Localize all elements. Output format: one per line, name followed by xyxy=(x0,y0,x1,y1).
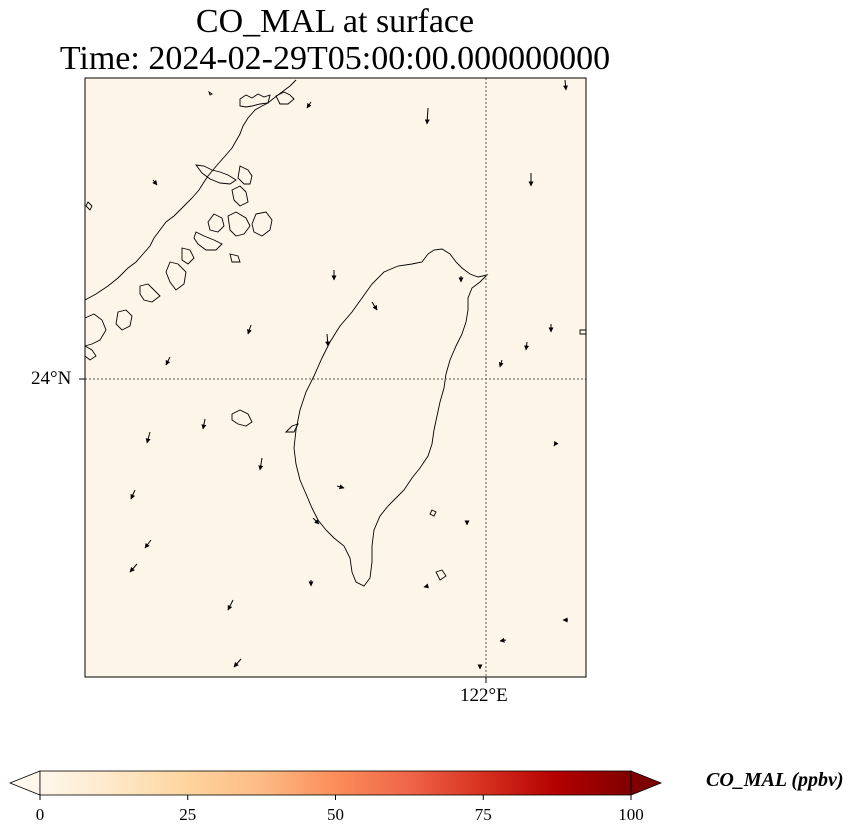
map-frame xyxy=(84,77,587,678)
colorbar-tick-label: 100 xyxy=(618,805,644,824)
wind-arrow xyxy=(247,324,252,335)
wind-arrow xyxy=(152,179,158,186)
wind-vectors xyxy=(129,79,569,670)
gridlines xyxy=(85,78,586,677)
colorbar-tick-label: 50 xyxy=(327,805,344,824)
mainland-coastline xyxy=(84,79,297,361)
wind-arrow xyxy=(499,637,507,643)
wind-arrow xyxy=(424,107,430,125)
plot-title: CO_MAL at surface xyxy=(195,3,475,40)
wind-arrow xyxy=(233,658,242,668)
wind-arrow xyxy=(553,440,559,447)
wind-arrow xyxy=(371,301,378,311)
colorbar-tick-label: 25 xyxy=(179,805,197,824)
wind-arrow xyxy=(165,356,171,366)
wind-arrow xyxy=(423,583,429,589)
wind-arrow xyxy=(130,489,136,500)
colorbar-gradient xyxy=(39,770,632,796)
longitude-label: 122°E xyxy=(460,685,508,706)
colorbar-extend-max xyxy=(630,770,663,796)
plot-time: Time: 2024-02-29T05:00:00.000000000 xyxy=(59,40,611,77)
map-background xyxy=(85,78,586,677)
wind-arrow xyxy=(129,563,138,573)
wind-arrow xyxy=(258,457,264,471)
colorbar-tick-label: 0 xyxy=(35,805,45,824)
wind-arrow xyxy=(227,599,234,611)
colorbar xyxy=(8,770,663,800)
wind-arrow xyxy=(145,431,151,444)
colorbar-tick-label: 75 xyxy=(474,805,492,824)
colorbar-ticks xyxy=(39,795,632,800)
colorbar-title: CO_MAL (ppbv) xyxy=(706,769,844,791)
wind-arrow xyxy=(325,333,331,347)
wind-arrow xyxy=(336,484,345,490)
wind-arrow xyxy=(498,359,504,368)
wind-arrow xyxy=(524,341,530,351)
map-panel xyxy=(79,77,587,683)
wind-arrow xyxy=(201,418,207,430)
wind-arrow xyxy=(312,517,320,525)
colorbar-extend-min xyxy=(8,770,41,796)
wind-arrow xyxy=(563,79,569,91)
wind-arrow xyxy=(306,101,312,109)
wind-arrow xyxy=(144,539,152,549)
taiwan-coastline xyxy=(293,248,489,587)
latitude-label: 24°N xyxy=(31,368,72,389)
